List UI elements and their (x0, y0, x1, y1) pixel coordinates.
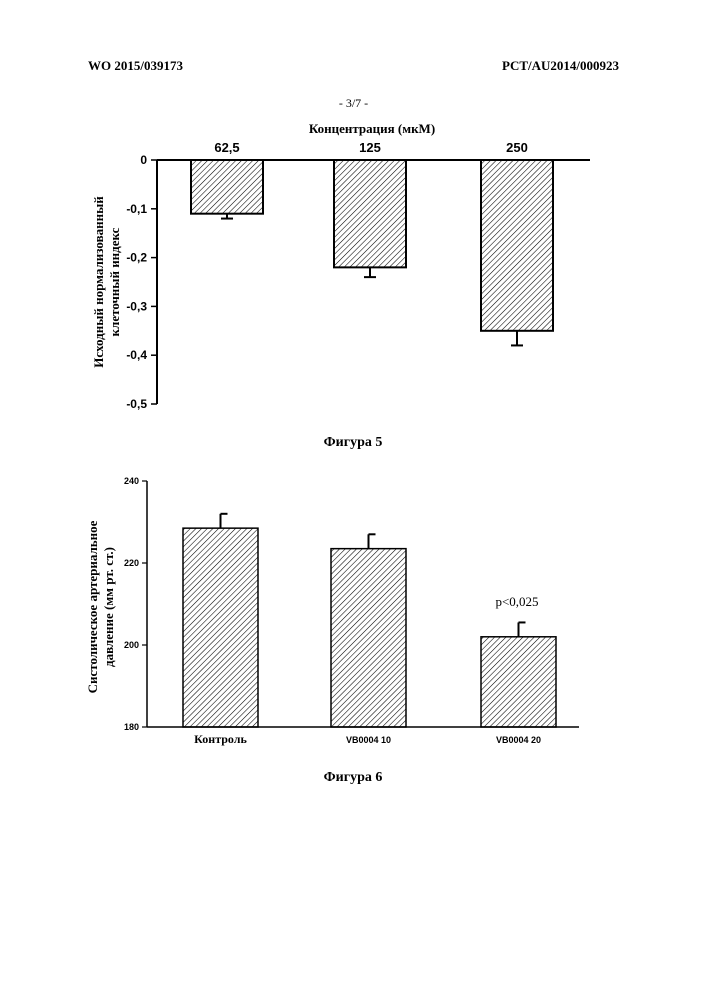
fig5-title: Концентрация (мкМ) (309, 121, 435, 136)
fig6-y-label: Систолическое артериальное давление (мм … (85, 520, 116, 693)
fig6-category-label: VB0004 20 (496, 735, 541, 745)
fig5-y-label-line2: клеточный индекс (107, 227, 122, 336)
application-number: PCT/AU2014/000923 (502, 58, 619, 73)
figure-5: Концентрация (мкМ) 62,5 125 250 0 -0,1 -0,2 -… (91, 121, 590, 450)
fig5-y-tick-label: 0 (140, 153, 147, 167)
document-number: WO 2015/039173 (88, 58, 183, 73)
fig6-category-label: Контроль (194, 732, 247, 746)
fig5-category-label: 62,5 (214, 140, 239, 155)
fig5-y-label: Исходный нормализованный клеточный индек… (91, 196, 122, 368)
fig6-bar (330, 547, 407, 728)
fig5-bar (480, 159, 554, 332)
fig5-category-label: 250 (506, 140, 528, 155)
fig6-caption: Фигура 6 (324, 770, 383, 785)
fig6-y-tick-label: 180 (124, 722, 139, 732)
fig6-y-tick-label: 200 (124, 640, 139, 650)
fig6-y-tick-label: 220 (124, 558, 139, 568)
fig5-category-label: 125 (359, 140, 381, 155)
fig6-bar (480, 636, 557, 728)
fig5-y-tick-label: -0,4 (126, 348, 147, 362)
fig6-bar (182, 527, 259, 728)
fig6-y-label-line1: Систолическое артериальное (85, 520, 100, 693)
fig5-y-tick-label: -0,2 (126, 251, 147, 265)
fig5-y-tick-label: -0,1 (126, 202, 147, 216)
fig5-bar (333, 159, 407, 269)
fig5-y-tick-label: -0,5 (126, 397, 147, 411)
fig6-y-tick-label: 240 (124, 476, 139, 486)
fig5-y-label-line1: Исходный нормализованный (91, 196, 106, 368)
fig5-caption: Фигура 5 (324, 435, 383, 450)
page-number: - 3/7 - (338, 96, 369, 110)
fig6-category-label: VB0004 10 (346, 735, 391, 745)
fig5-bar (190, 159, 264, 215)
fig6-annotation: p<0,025 (495, 594, 538, 609)
fig6-y-label-line2: давление (мм рт. ст.) (101, 547, 116, 667)
fig5-y-tick-label: -0,3 (126, 299, 147, 313)
